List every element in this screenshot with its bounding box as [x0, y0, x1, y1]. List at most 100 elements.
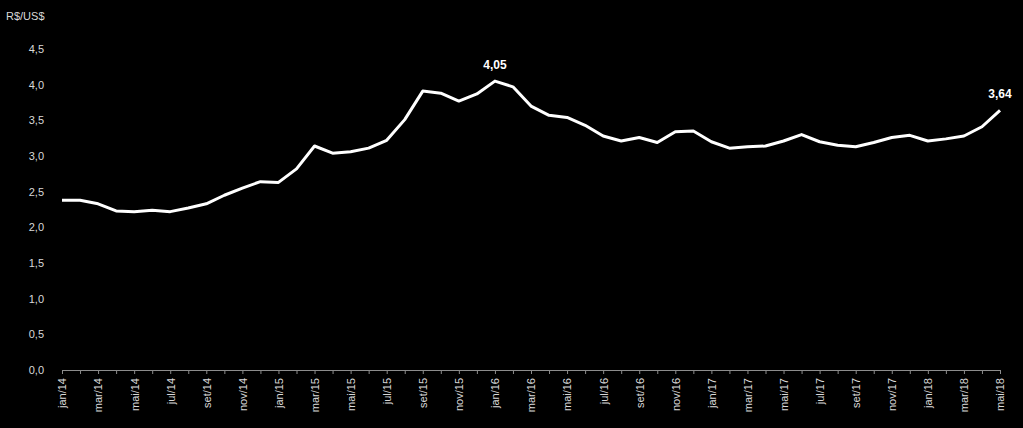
y-tick: 3,0 [29, 150, 52, 162]
x-tick [982, 370, 983, 374]
x-tick-mark [98, 370, 99, 374]
x-tick-mark [856, 370, 857, 374]
x-tick [224, 370, 225, 374]
x-tick-label: jan/18 [922, 378, 934, 409]
x-tick-mark [260, 370, 261, 374]
x-tick-label: mar/14 [92, 378, 104, 412]
x-tick: jan/16 [489, 370, 501, 409]
x-tick-mark [693, 370, 694, 374]
x-tick [477, 370, 478, 374]
x-tick-label: nov/14 [237, 378, 249, 411]
x-tick-label: jul/14 [165, 378, 177, 405]
x-tick-mark [747, 370, 748, 374]
x-tick [838, 370, 839, 374]
x-tick-mark [946, 370, 947, 374]
y-tick-label: 3,5 [29, 114, 44, 126]
x-tick-label: set/15 [417, 378, 429, 408]
y-tick: 2,0 [29, 221, 52, 233]
x-tick-mark [315, 370, 316, 374]
x-tick [621, 370, 622, 374]
x-tick-label: jul/15 [381, 378, 393, 405]
y-tick: 3,5 [29, 114, 52, 126]
x-tick-mark [477, 370, 478, 374]
x-tick: mai/17 [778, 370, 790, 411]
x-tick-mark [729, 370, 730, 374]
x-tick [116, 370, 117, 374]
x-tick: jan/15 [273, 370, 285, 409]
x-tick [802, 370, 803, 374]
x-tick [513, 370, 514, 374]
x-tick-mark [80, 370, 81, 374]
x-tick-mark [711, 370, 712, 374]
x-tick-mark [567, 370, 568, 374]
y-tick-label: 3,0 [29, 150, 44, 162]
x-tick-label: set/14 [201, 378, 213, 408]
x-tick [946, 370, 947, 374]
x-tick: set/16 [634, 370, 646, 408]
x-tick-mark [206, 370, 207, 374]
x-tick [152, 370, 153, 374]
x-tick-label: jul/16 [598, 378, 610, 405]
x-tick-mark [838, 370, 839, 374]
y-tick-label: 2,0 [29, 221, 44, 233]
x-tick [297, 370, 298, 374]
x-tick: jan/18 [922, 370, 934, 409]
x-tick-mark [242, 370, 243, 374]
x-tick-mark [910, 370, 911, 374]
x-tick: mai/16 [561, 370, 573, 411]
x-tick [441, 370, 442, 374]
x-tick-mark [333, 370, 334, 374]
y-tick-label: 1,0 [29, 293, 44, 305]
x-tick-label: jan/17 [706, 378, 718, 409]
x-tick [369, 370, 370, 374]
x-tick: jul/14 [165, 370, 177, 405]
x-tick-mark [585, 370, 586, 374]
x-tick-mark [297, 370, 298, 374]
x-tick-label: nov/16 [670, 378, 682, 411]
x-tick-mark [766, 370, 767, 374]
y-axis-line [52, 50, 53, 371]
x-tick-label: set/16 [634, 378, 646, 408]
x-tick-label: nov/15 [453, 378, 465, 411]
x-tick-mark [531, 370, 532, 374]
x-tick-label: jan/16 [489, 378, 501, 409]
y-tick: 4,5 [29, 43, 52, 55]
annotation: 3,64 [988, 87, 1012, 101]
x-tick: nov/14 [237, 370, 249, 411]
x-tick-mark [603, 370, 604, 374]
y-axis-title: R$/US$ [6, 10, 45, 22]
x-tick-mark [459, 370, 460, 374]
x-tick: jan/17 [706, 370, 718, 409]
x-tick-label: mai/16 [561, 378, 573, 411]
x-tick-label: mar/16 [525, 378, 537, 412]
x-tick-label: mai/15 [345, 378, 357, 411]
x-tick-mark [675, 370, 676, 374]
x-tick: jul/17 [814, 370, 826, 405]
x-tick-label: mai/17 [778, 378, 790, 411]
x-tick-mark [188, 370, 189, 374]
x-tick-label: mar/18 [958, 378, 970, 412]
background [0, 0, 1023, 428]
x-tick [766, 370, 767, 374]
x-tick-mark [892, 370, 893, 374]
x-axis: jan/14 mar/14 mai/14 jul/14 set/14 nov/14 jan/… [56, 370, 1006, 412]
y-tick-label: 4,5 [29, 43, 44, 55]
y-tick-label: 2,5 [29, 186, 44, 198]
x-tick: mar/18 [958, 370, 970, 412]
x-tick [693, 370, 694, 374]
x-tick [910, 370, 911, 374]
x-tick: mai/14 [129, 370, 141, 411]
x-tick-label: mai/14 [129, 378, 141, 411]
y-tick: 2,5 [29, 186, 52, 198]
x-tick: mar/17 [742, 370, 754, 412]
chart: 0,00,51,01,52,02,53,03,54,04,5jan/14mar/… [0, 0, 1023, 428]
x-tick [405, 370, 406, 374]
x-tick-label: mar/17 [742, 378, 754, 412]
x-tick-mark [784, 370, 785, 374]
x-tick: jul/16 [598, 370, 610, 405]
x-tick: mar/16 [525, 370, 537, 412]
x-tick-mark [1000, 370, 1001, 374]
x-tick-mark [134, 370, 135, 374]
x-tick: jan/14 [56, 370, 68, 409]
y-tick-label: 4,0 [29, 79, 44, 91]
